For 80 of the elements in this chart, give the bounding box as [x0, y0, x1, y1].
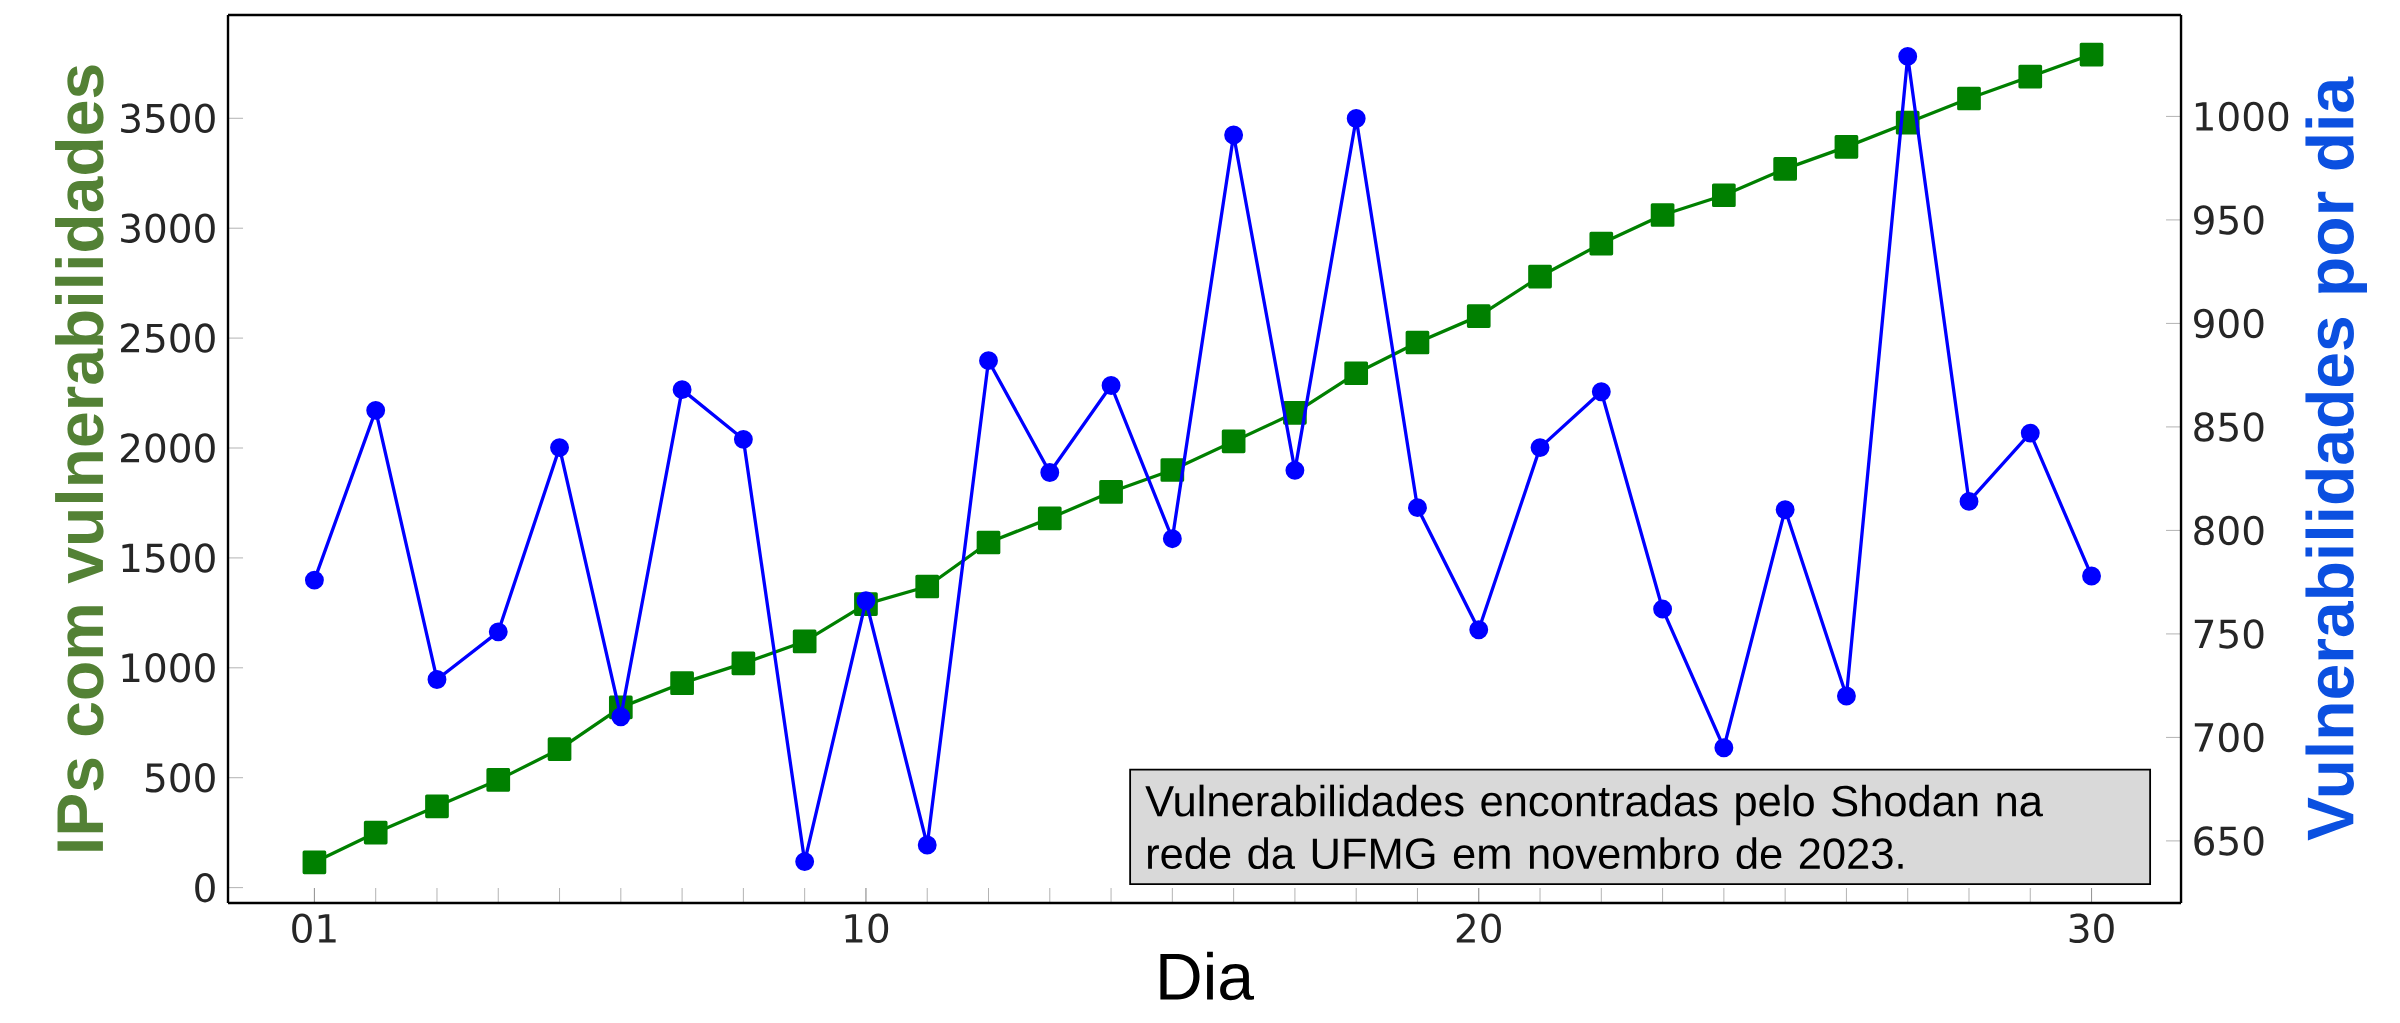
point: [1224, 125, 1244, 145]
y2-tick-label: 800: [2194, 515, 2264, 546]
y2-tick-label: 750: [2194, 619, 2264, 649]
point: [1408, 498, 1427, 518]
point: [1836, 686, 1856, 706]
point: [1653, 599, 1673, 619]
x-tick-label: 30: [2069, 913, 2114, 944]
point: [672, 380, 692, 400]
point: [1469, 620, 1489, 640]
y2-tick-label: 1000: [2195, 101, 2289, 132]
x-tick-label: 20: [1456, 913, 1501, 944]
point: [1040, 462, 1060, 482]
point: [1405, 330, 1430, 355]
point: [976, 530, 1001, 555]
point: [1221, 429, 1246, 454]
point: [915, 574, 940, 599]
point: [1162, 529, 1182, 549]
point: [1589, 231, 1614, 256]
point: [1101, 376, 1121, 395]
point: [427, 669, 447, 689]
point: [1650, 203, 1675, 227]
x-axis-title: Dia: [1160, 951, 1254, 1001]
point: [1957, 86, 1981, 111]
point: [1528, 264, 1552, 289]
point: [2020, 423, 2040, 443]
point: [795, 852, 815, 872]
point: [2018, 64, 2043, 89]
point: [1344, 361, 1369, 386]
y-tick-label: 2500: [121, 323, 215, 353]
point: [1773, 157, 1797, 181]
y-tick-label: 1000: [122, 653, 215, 683]
point: [1099, 480, 1123, 504]
point: [979, 351, 998, 371]
point: [486, 768, 511, 792]
point: [1346, 109, 1366, 128]
y-tick-label: 500: [145, 762, 215, 793]
point: [611, 707, 631, 727]
y2-tick-label: 700: [2194, 722, 2264, 753]
point: [1530, 438, 1550, 458]
point: [488, 622, 508, 642]
point: [2082, 566, 2101, 586]
point: [2079, 42, 2104, 67]
point: [1959, 491, 1979, 511]
point: [733, 429, 753, 449]
y-axis-title: IPs com vulnerabilidades: [55, 65, 104, 851]
y-tick-label: 0: [195, 872, 215, 903]
point: [550, 438, 569, 458]
point: [1037, 506, 1062, 531]
point: [856, 591, 876, 611]
point: [1898, 46, 1918, 66]
point: [1160, 458, 1185, 482]
point: [792, 629, 817, 654]
y-tick-label: 3000: [121, 213, 215, 243]
x-tick-label: 10: [845, 913, 889, 944]
point: [1591, 382, 1611, 402]
point: [425, 794, 449, 819]
point: [731, 651, 756, 676]
point: [917, 835, 937, 855]
point: [1834, 135, 1859, 159]
point: [1712, 183, 1736, 208]
y2-tick-label: 950: [2194, 205, 2264, 235]
point: [670, 671, 694, 696]
point: [302, 850, 327, 875]
y-tick-label: 3500: [121, 103, 215, 134]
y-tick-label: 2000: [121, 433, 215, 463]
point: [1466, 304, 1491, 328]
y-tick-label: 1500: [122, 543, 215, 573]
point: [304, 570, 324, 590]
point: [547, 737, 572, 761]
point: [366, 400, 386, 420]
point: [363, 820, 388, 845]
annotation: Vulnerabilidades encontradas pelo Shodan na rede da UFMG em novembro de 2023.: [1145, 784, 2043, 870]
point: [1714, 738, 1734, 758]
y2-axis-title: Vulnerabilidades por dia: [2305, 76, 2367, 841]
y2-tick-label: 850: [2194, 412, 2264, 442]
point: [1285, 460, 1305, 480]
y2-tick-label: 900: [2194, 308, 2264, 339]
x-tick-label: 01: [292, 913, 336, 944]
y2-tick-label: 650: [2194, 826, 2264, 856]
point: [1775, 500, 1795, 520]
